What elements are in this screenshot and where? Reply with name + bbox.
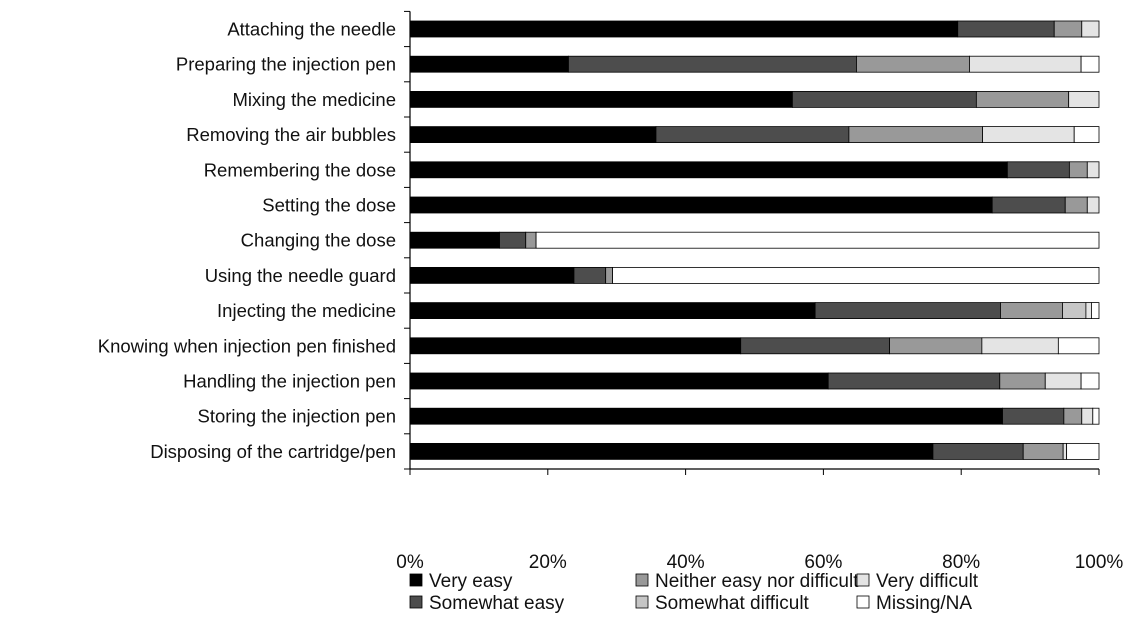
category-label-mixing-the-medicine: Mixing the medicine — [233, 89, 397, 110]
bar-missing-na-changing-the-dose — [535, 231, 1100, 249]
bar-very-difficult-disposing-of-the-cartridge-pen — [1062, 442, 1068, 460]
category-label-knowing-when-injection-pen-finished: Knowing when injection pen finished — [98, 335, 396, 356]
bar-somewhat-easy-injecting-the-medicine — [814, 302, 1001, 320]
x-tick-label-100: 100% — [1075, 552, 1124, 573]
x-tick-label-60: 60% — [804, 552, 842, 573]
bar-very-easy-remembering-the-dose — [409, 161, 1008, 179]
bar-somewhat-easy-knowing-when-injection-pen-finished — [740, 337, 890, 355]
category-label-handling-the-injection-pen: Handling the injection pen — [183, 371, 396, 392]
bar-missing-na-disposing-of-the-cartridge-pen — [1066, 442, 1100, 460]
x-tick-label-0: 0% — [396, 552, 424, 573]
bar-neither-easy-nor-difficult-remembering-the-dose — [1068, 161, 1088, 179]
category-label-injecting-the-medicine: Injecting the medicine — [217, 300, 396, 321]
bar-very-difficult-removing-the-air-bubbles — [982, 126, 1075, 143]
x-axis: 0% 20% 40% 60% 80% 100% — [396, 468, 1124, 573]
bar-somewhat-easy-remembering-the-dose — [1006, 161, 1070, 179]
legend-label-somewhat-easy: Somewhat easy — [429, 593, 565, 614]
bar-missing-na-preparing-the-injection-pen — [1080, 55, 1100, 73]
bar-somewhat-easy-storing-the-injection-pen — [1002, 407, 1065, 425]
bar-very-difficult-handling-the-injection-pen — [1044, 372, 1082, 390]
category-label-attaching-the-needle: Attaching the needle — [227, 19, 396, 40]
bar-neither-easy-nor-difficult-knowing-when-injection-pen-finished — [889, 337, 983, 355]
legend-label-missing-na: Missing/NA — [876, 593, 972, 614]
legend-label-neither-easy-nor-difficult: Neither easy nor difficult — [655, 571, 859, 592]
legend-swatch-very-easy — [409, 573, 423, 587]
bar-somewhat-easy-removing-the-air-bubbles — [655, 126, 850, 143]
bar-very-difficult-knowing-when-injection-pen-finished — [981, 337, 1059, 355]
bar-neither-easy-nor-difficult-attaching-the-needle — [1053, 20, 1083, 38]
legend-swatch-very-difficult — [856, 573, 870, 587]
legend-label-very-easy: Very easy — [429, 571, 513, 592]
category-label-preparing-the-injection-pen: Preparing the injection pen — [176, 54, 396, 75]
bar-somewhat-easy-disposing-of-the-cartridge-pen — [932, 442, 1024, 460]
bar-neither-easy-nor-difficult-storing-the-injection-pen — [1063, 407, 1083, 425]
legend-label-very-difficult: Very difficult — [876, 571, 979, 592]
bar-neither-easy-nor-difficult-disposing-of-the-cartridge-pen — [1022, 442, 1064, 460]
bar-somewhat-difficult-injecting-the-medicine — [1062, 302, 1087, 320]
bar-very-easy-mixing-the-medicine — [409, 91, 793, 108]
bar-very-difficult-setting-the-dose — [1086, 196, 1100, 214]
category-label-remembering-the-dose: Remembering the dose — [204, 159, 396, 180]
bar-missing-na-injecting-the-medicine — [1091, 302, 1100, 320]
bar-somewhat-easy-setting-the-dose — [991, 196, 1066, 214]
bar-somewhat-easy-using-the-needle-guard — [573, 266, 607, 284]
bar-somewhat-easy-changing-the-dose — [499, 231, 527, 249]
bar-very-easy-setting-the-dose — [409, 196, 993, 214]
bar-very-easy-removing-the-air-bubbles — [409, 126, 657, 143]
bar-very-easy-injecting-the-medicine — [409, 302, 816, 320]
bar-very-easy-attaching-the-needle — [409, 20, 959, 38]
bar-very-difficult-injecting-the-medicine — [1085, 302, 1092, 320]
bar-somewhat-easy-preparing-the-injection-pen — [568, 55, 857, 73]
bar-neither-easy-nor-difficult-changing-the-dose — [525, 231, 537, 249]
bar-missing-na-removing-the-air-bubbles — [1073, 126, 1100, 143]
bar-somewhat-easy-mixing-the-medicine — [791, 91, 977, 108]
bar-missing-na-using-the-needle-guard — [612, 266, 1100, 284]
category-label-disposing-of-the-cartridge-pen: Disposing of the cartridge/pen — [150, 441, 396, 462]
legend-swatch-missing-na — [856, 595, 870, 609]
bar-very-easy-handling-the-injection-pen — [409, 372, 829, 390]
category-label-storing-the-injection-pen: Storing the injection pen — [198, 406, 397, 427]
bar-neither-easy-nor-difficult-mixing-the-medicine — [975, 91, 1070, 108]
legend-label-somewhat-difficult: Somewhat difficult — [655, 593, 810, 614]
category-label-removing-the-air-bubbles: Removing the air bubbles — [186, 124, 396, 145]
bar-very-difficult-remembering-the-dose — [1086, 161, 1100, 179]
category-label-changing-the-dose: Changing the dose — [241, 230, 396, 251]
legend-swatch-somewhat-difficult — [635, 595, 649, 609]
bar-neither-easy-nor-difficult-setting-the-dose — [1064, 196, 1088, 214]
bar-very-easy-preparing-the-injection-pen — [409, 55, 569, 73]
bar-neither-easy-nor-difficult-injecting-the-medicine — [1000, 302, 1063, 320]
bar-very-easy-disposing-of-the-cartridge-pen — [409, 442, 934, 460]
bar-very-difficult-storing-the-injection-pen — [1081, 407, 1094, 425]
x-tick-label-20: 20% — [529, 552, 567, 573]
bar-missing-na-handling-the-injection-pen — [1080, 372, 1100, 390]
bar-neither-easy-nor-difficult-using-the-needle-guard — [605, 266, 613, 284]
category-label-using-the-needle-guard: Using the needle guard — [205, 265, 396, 286]
bar-very-easy-changing-the-dose — [409, 231, 500, 249]
x-tick-label-80: 80% — [942, 552, 980, 573]
bar-missing-na-knowing-when-injection-pen-finished — [1057, 337, 1100, 355]
legend-swatch-neither-easy-nor-difficult — [635, 573, 649, 587]
bar-neither-easy-nor-difficult-removing-the-air-bubbles — [848, 126, 983, 143]
bar-very-difficult-attaching-the-needle — [1081, 20, 1100, 38]
bar-very-easy-using-the-needle-guard — [409, 266, 575, 284]
category-labels: Attaching the needle Preparing the inject… — [98, 19, 396, 462]
bar-very-easy-storing-the-injection-pen — [409, 407, 1003, 425]
y-axis — [404, 10, 411, 470]
bar-neither-easy-nor-difficult-preparing-the-injection-pen — [856, 55, 970, 73]
bar-neither-easy-nor-difficult-handling-the-injection-pen — [999, 372, 1046, 390]
bar-somewhat-easy-attaching-the-needle — [957, 20, 1055, 38]
category-label-setting-the-dose: Setting the dose — [262, 195, 396, 216]
bar-very-easy-knowing-when-injection-pen-finished — [409, 337, 742, 355]
x-tick-label-40: 40% — [667, 552, 705, 573]
legend-swatch-somewhat-easy — [409, 595, 423, 609]
bar-somewhat-easy-handling-the-injection-pen — [827, 372, 1001, 390]
bar-very-difficult-mixing-the-medicine — [1068, 91, 1100, 108]
bar-missing-na-storing-the-injection-pen — [1092, 407, 1100, 425]
bars-layer — [409, 20, 1100, 460]
bar-very-difficult-preparing-the-injection-pen — [969, 55, 1082, 73]
